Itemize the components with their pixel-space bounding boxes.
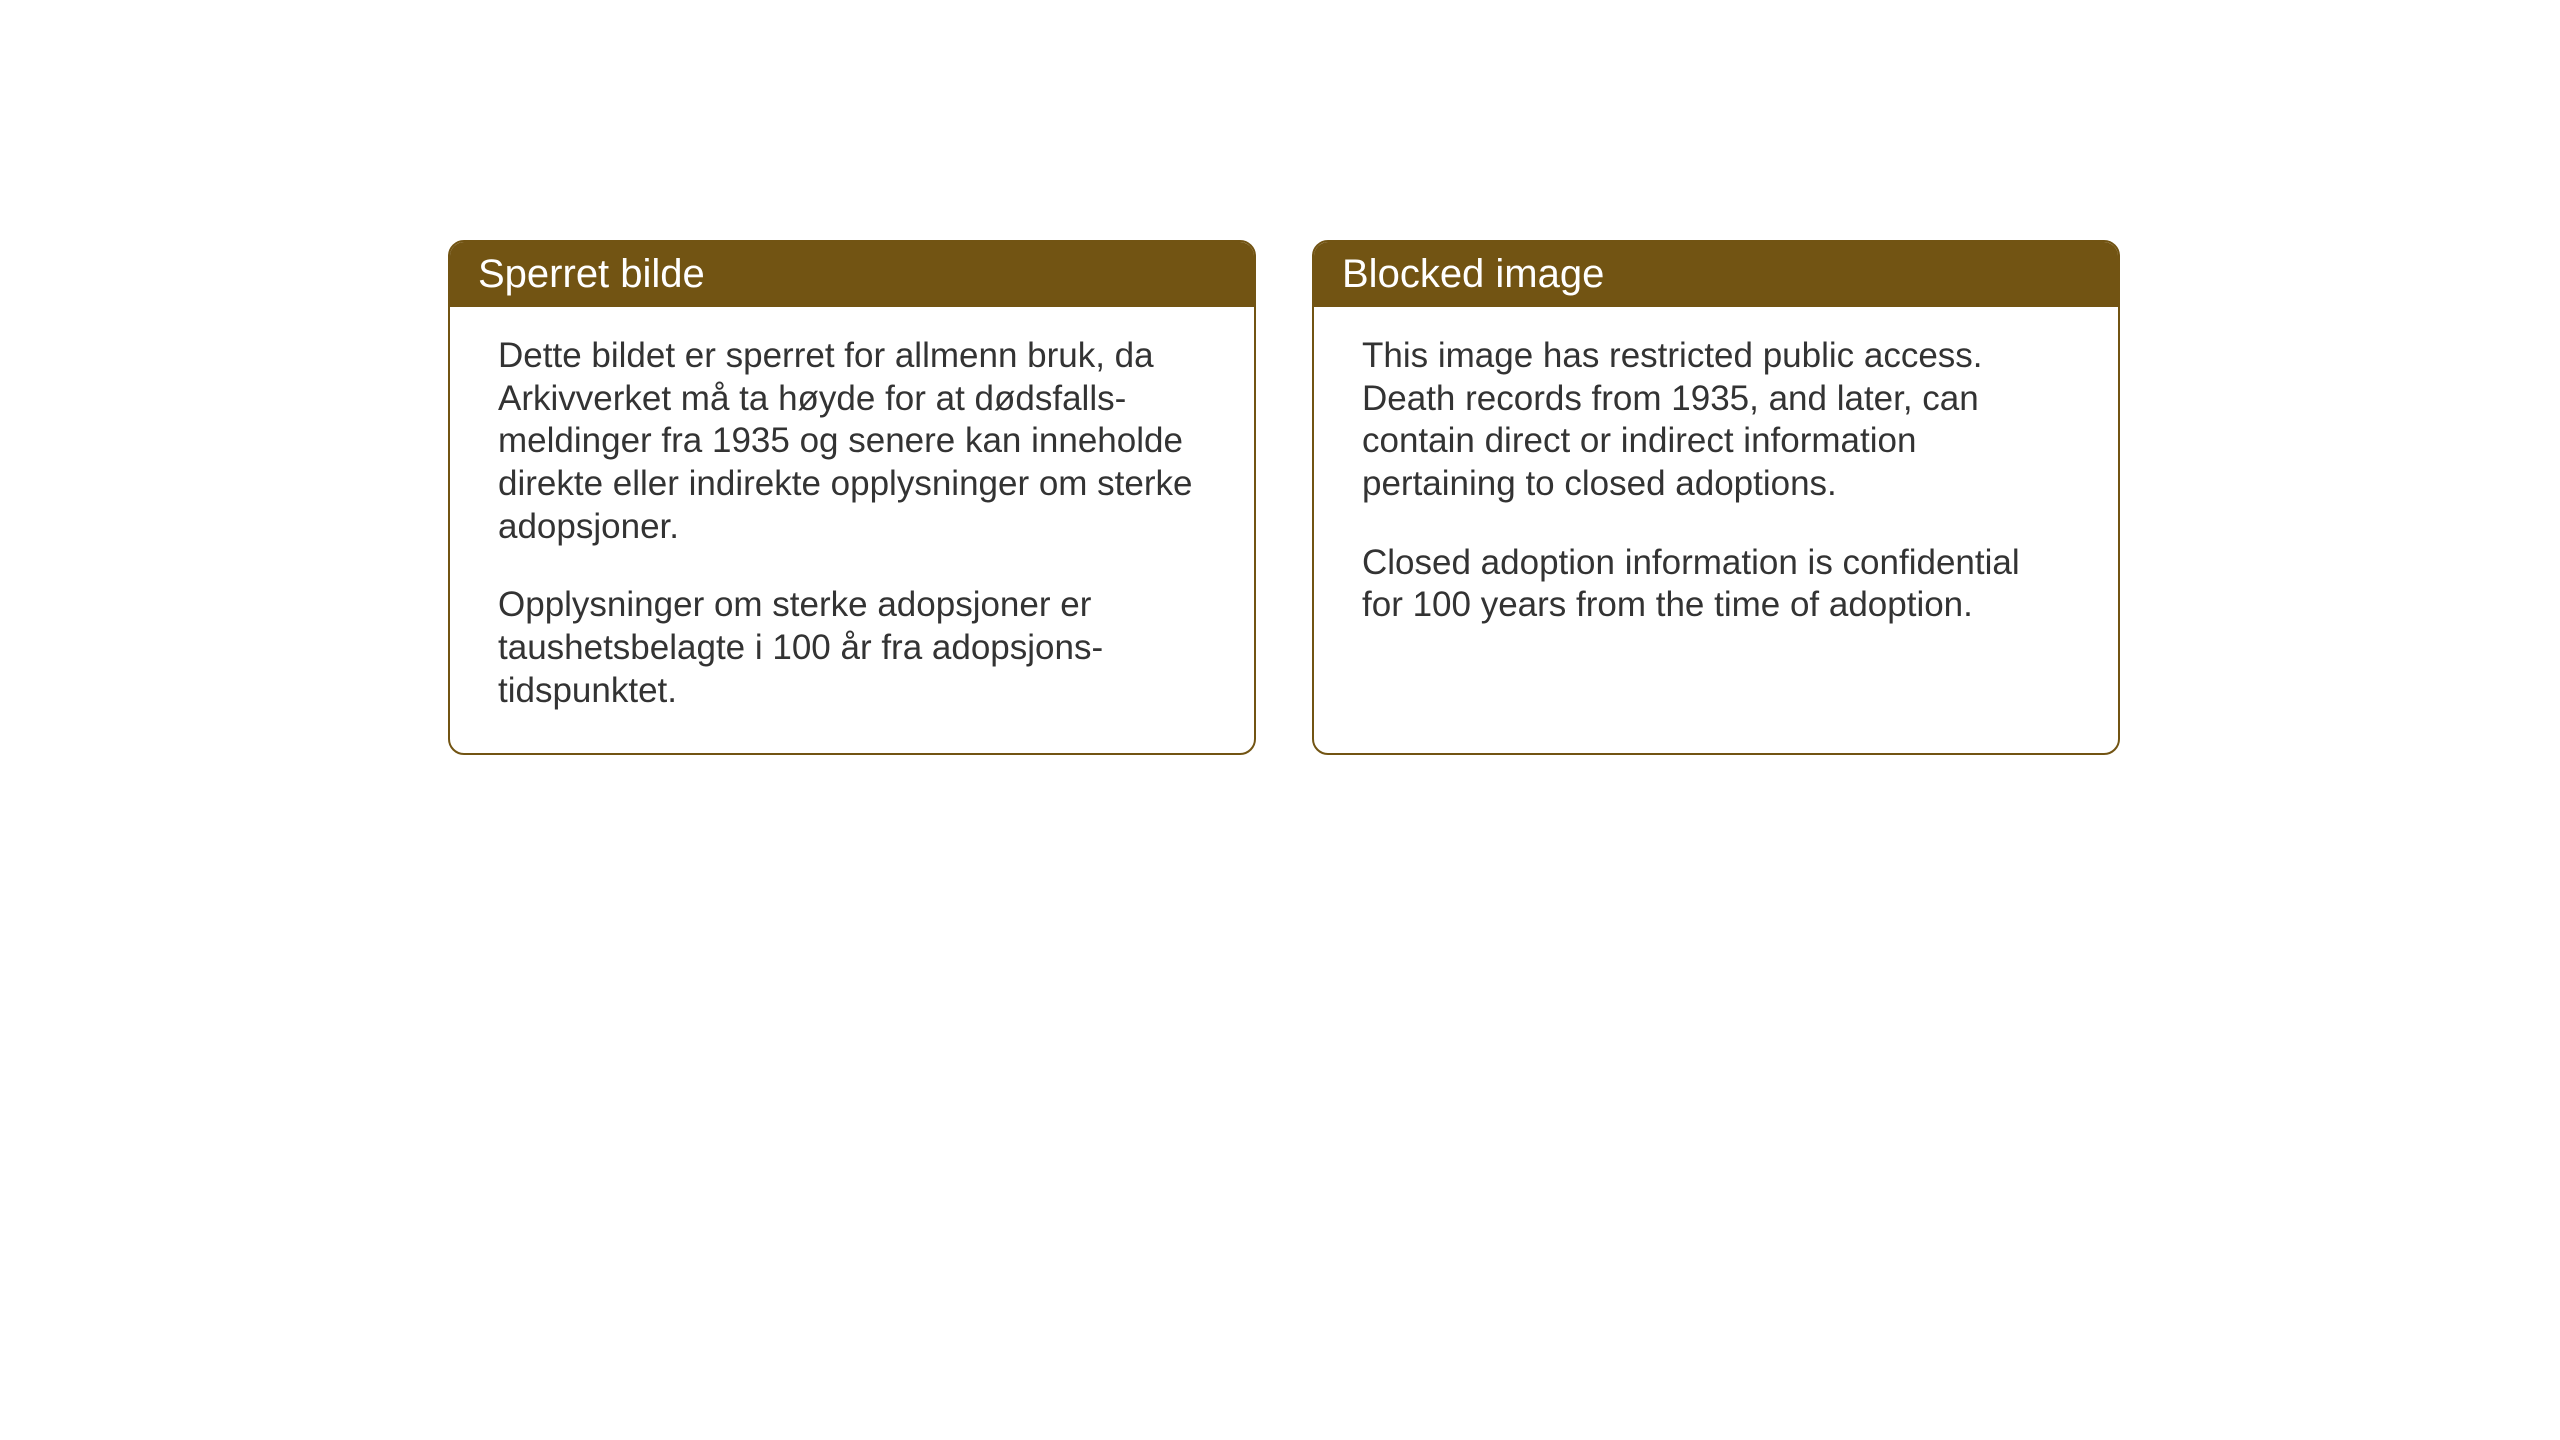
norwegian-paragraph-1: Dette bildet er sperret for allmenn bruk… [498,335,1206,548]
norwegian-card-body: Dette bildet er sperret for allmenn bruk… [450,307,1254,753]
norwegian-card: Sperret bilde Dette bildet er sperret fo… [448,240,1256,755]
english-card-body: This image has restricted public access.… [1314,307,2118,667]
norwegian-paragraph-2: Opplysninger om sterke adopsjoner er tau… [498,584,1206,712]
norwegian-card-title: Sperret bilde [450,242,1254,307]
cards-container: Sperret bilde Dette bildet er sperret fo… [448,240,2120,755]
english-card-title: Blocked image [1314,242,2118,307]
english-paragraph-1: This image has restricted public access.… [1362,335,2070,506]
english-paragraph-2: Closed adoption information is confident… [1362,542,2070,627]
english-card: Blocked image This image has restricted … [1312,240,2120,755]
